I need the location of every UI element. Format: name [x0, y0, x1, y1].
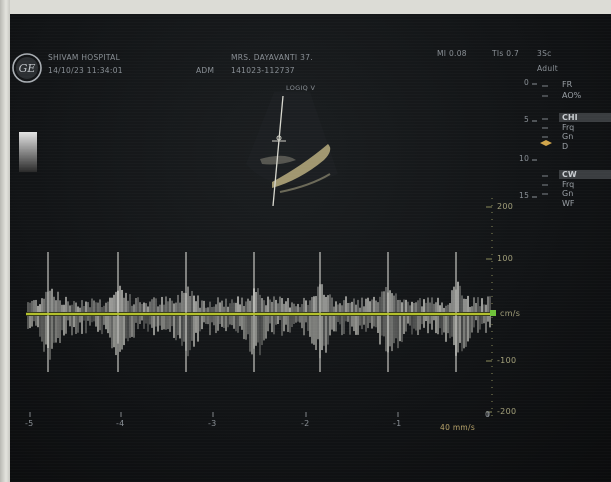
cursor-line	[272, 95, 284, 207]
time-label-minus-5: -5	[25, 419, 34, 428]
svg-text:GE: GE	[19, 62, 36, 75]
hospital-name: SHIVAM HOSPITAL	[48, 53, 121, 62]
depth-label-5: 5	[524, 115, 530, 124]
monitor-top-bezel	[0, 0, 611, 14]
cw-wf: WF	[562, 199, 575, 208]
exam-preset: Adult	[537, 64, 559, 73]
velocity-100: 100	[497, 254, 514, 263]
probe-name: 3Sc	[537, 49, 552, 58]
param-ao: AO%	[562, 91, 582, 100]
ultrasound-screen: GE	[10, 14, 611, 482]
velocity-minus-100: -100	[497, 356, 517, 365]
grayscale-bar	[19, 132, 37, 172]
patient-name: MRS. DAYAVANTI 37.	[231, 53, 313, 62]
mechanical-index: MI 0.08	[437, 49, 467, 58]
sweep-speed: 40 mm/s	[440, 423, 476, 432]
operator-id: ADM	[196, 66, 215, 75]
time-label-minus-4: -4	[116, 419, 125, 428]
cw-frq: Frq	[562, 180, 575, 189]
velocity-scale-ticks	[486, 198, 493, 419]
velocity-unit: cm/s	[500, 309, 521, 318]
param-dashes	[542, 85, 548, 195]
doppler-spectrum	[27, 252, 491, 372]
display-graphics: GE	[12, 53, 552, 419]
depth-label-15: 15	[519, 191, 530, 200]
monitor-left-bezel	[0, 0, 10, 482]
time-label-0: 0	[485, 410, 491, 419]
param-fr: FR	[562, 80, 573, 89]
time-axis-ticks	[29, 412, 489, 417]
chi-title: CHI	[562, 113, 578, 122]
velocity-minus-200: -200	[497, 407, 517, 416]
velocity-200: 200	[497, 202, 514, 211]
time-label-minus-2: -2	[301, 419, 310, 428]
2d-sector-image	[246, 92, 338, 207]
cw-title: CW	[562, 170, 577, 179]
depth-label-0: 0	[524, 78, 530, 87]
depth-label-10: 10	[519, 154, 530, 163]
cw-gn: Gn	[562, 189, 574, 198]
focal-zone-marker	[540, 140, 552, 146]
chi-gn: Gn	[562, 132, 574, 141]
baseline-marker	[490, 310, 496, 316]
cw-header-bg	[559, 170, 611, 179]
chi-header-bg	[559, 113, 611, 122]
chi-d: D	[562, 142, 569, 151]
time-label-minus-3: -3	[208, 419, 217, 428]
depth-scale-ticks	[532, 83, 537, 198]
chi-frq: Frq	[562, 123, 575, 132]
exam-datetime: 14/10/23 11:34:01	[48, 66, 123, 75]
ge-logo-icon: GE	[12, 53, 42, 83]
image-label: LOGIQ V	[286, 84, 316, 92]
patient-id: 141023-112737	[231, 66, 295, 75]
thermal-index: TIs 0.7	[492, 49, 520, 58]
time-label-minus-1: -1	[393, 419, 402, 428]
